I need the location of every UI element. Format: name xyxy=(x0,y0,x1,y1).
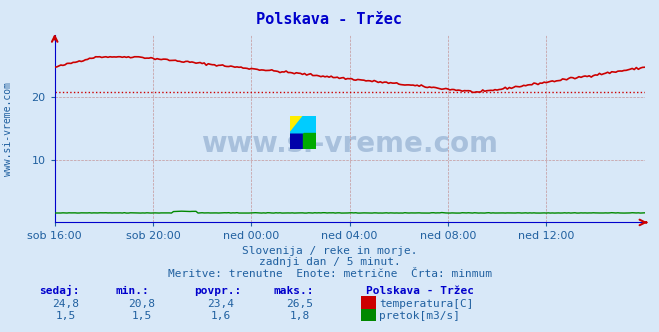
Text: 1,6: 1,6 xyxy=(211,311,231,321)
Text: 24,8: 24,8 xyxy=(53,299,79,309)
Text: min.:: min.: xyxy=(115,286,149,295)
Bar xyxy=(303,133,316,149)
Text: 1,5: 1,5 xyxy=(132,311,152,321)
Text: www.si-vreme.com: www.si-vreme.com xyxy=(201,130,498,158)
Text: Polskava - Tržec: Polskava - Tržec xyxy=(256,12,403,27)
Text: 20,8: 20,8 xyxy=(129,299,155,309)
Bar xyxy=(303,116,316,133)
Text: 26,5: 26,5 xyxy=(287,299,313,309)
Text: Slovenija / reke in morje.: Slovenija / reke in morje. xyxy=(242,246,417,256)
Bar xyxy=(290,133,303,149)
Text: pretok[m3/s]: pretok[m3/s] xyxy=(379,311,460,321)
Text: zadnji dan / 5 minut.: zadnji dan / 5 minut. xyxy=(258,257,401,267)
Text: Meritve: trenutne  Enote: metrične  Črta: minmum: Meritve: trenutne Enote: metrične Črta: … xyxy=(167,269,492,279)
Text: maks.:: maks.: xyxy=(273,286,314,295)
Text: sedaj:: sedaj: xyxy=(40,285,80,296)
Text: www.si-vreme.com: www.si-vreme.com xyxy=(3,82,13,176)
Text: temperatura[C]: temperatura[C] xyxy=(379,299,473,309)
Polygon shape xyxy=(290,116,303,133)
Text: Polskava - Tržec: Polskava - Tržec xyxy=(366,286,474,295)
Text: 1,8: 1,8 xyxy=(290,311,310,321)
Text: 1,5: 1,5 xyxy=(56,311,76,321)
Text: 23,4: 23,4 xyxy=(208,299,234,309)
Text: povpr.:: povpr.: xyxy=(194,286,242,295)
Bar xyxy=(290,116,303,133)
